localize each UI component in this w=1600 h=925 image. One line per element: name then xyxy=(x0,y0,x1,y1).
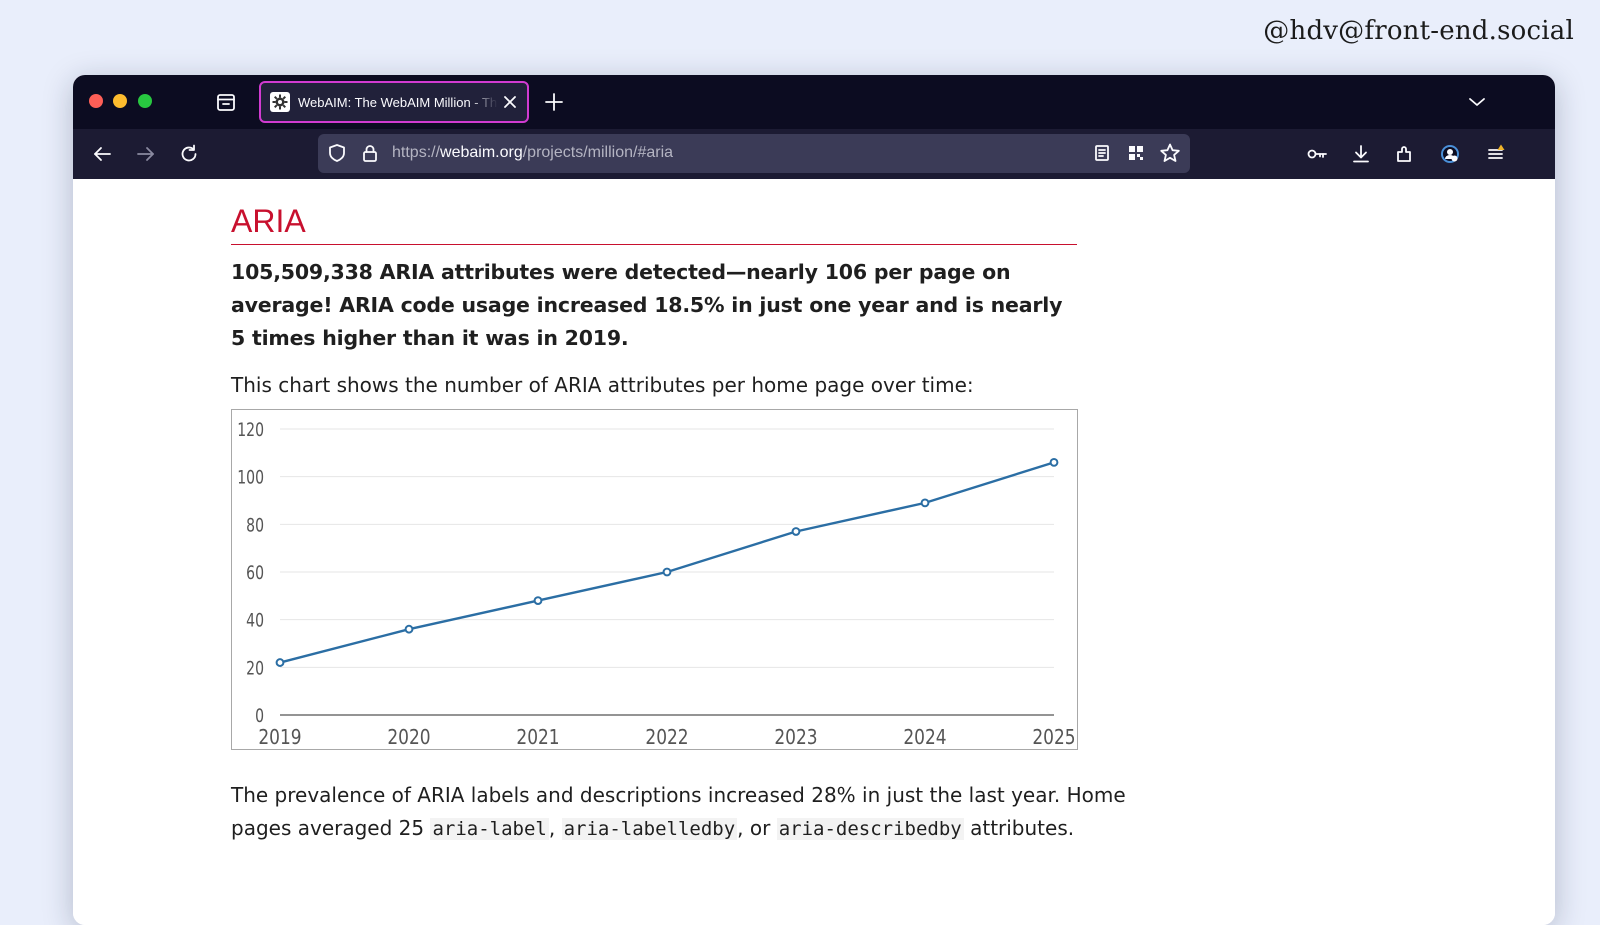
y-tick-label: 120 xyxy=(237,420,264,442)
close-window-button[interactable] xyxy=(89,94,103,108)
aria-line-chart: 0 20 40 60 80 100 120 2019 2020 2021 2022 2023 2024 2… xyxy=(231,409,1078,750)
y-tick-label: 0 xyxy=(255,706,264,728)
webaim-favicon-icon xyxy=(270,92,290,112)
active-tab[interactable]: WebAIM: The WebAIM Million - The 2025 re… xyxy=(259,81,529,123)
maximize-window-button[interactable] xyxy=(138,94,152,108)
y-tick-label: 40 xyxy=(246,610,264,632)
url-path: /projects/million/#aria xyxy=(522,144,674,161)
browser-window: WebAIM: The WebAIM Million - The 2025 re… xyxy=(73,75,1555,925)
reader-view-icon[interactable] xyxy=(1091,142,1113,164)
code-aria-label: aria-label xyxy=(430,818,549,840)
key-icon[interactable] xyxy=(1305,142,1329,166)
title-bar: WebAIM: The WebAIM Million - The 2025 re… xyxy=(73,75,1555,129)
download-icon[interactable] xyxy=(1349,142,1373,166)
para-separator: , xyxy=(548,816,562,840)
data-point xyxy=(791,527,801,536)
code-aria-labelledby: aria-labelledby xyxy=(561,818,738,840)
data-point xyxy=(1049,457,1059,467)
tab-list-icon[interactable] xyxy=(1467,92,1487,112)
data-point xyxy=(662,567,672,577)
x-tick-label: 2019 xyxy=(258,727,301,749)
data-point xyxy=(533,596,543,606)
series-line xyxy=(279,461,1055,664)
chart-svg: 0 20 40 60 80 100 120 2019 2020 2021 2022 2023 2024 2… xyxy=(237,420,1075,749)
extensions-icon[interactable] xyxy=(1393,142,1417,166)
x-tick-label: 2020 xyxy=(387,727,430,749)
account-icon[interactable] xyxy=(1438,142,1462,166)
reload-icon[interactable] xyxy=(177,142,201,166)
lead-paragraph: 105,509,338 ARIA attributes were detecte… xyxy=(231,260,1063,350)
navigation-toolbar: https://webaim.org/projects/million/#ari… xyxy=(73,129,1555,179)
social-handle: @hdv@front-end.social xyxy=(1263,16,1574,46)
address-bar[interactable]: https://webaim.org/projects/million/#ari… xyxy=(318,134,1190,173)
x-tick-label: 2023 xyxy=(774,727,817,749)
para-text-end: attributes. xyxy=(963,816,1075,840)
url-text[interactable]: https://webaim.org/projects/million/#ari… xyxy=(392,144,673,162)
data-point xyxy=(404,624,414,634)
para-text-start: The prevalence of ARIA labels and descri… xyxy=(231,783,1126,840)
tab-manager-icon[interactable] xyxy=(214,90,238,114)
data-point xyxy=(275,658,285,667)
code-aria-describedby: aria-describedby xyxy=(776,818,964,840)
data-point xyxy=(920,498,930,508)
x-tick-label: 2022 xyxy=(645,727,688,749)
page-content: ARIA 105,509,338 ARIA attributes were de… xyxy=(73,179,1555,925)
minimize-window-button[interactable] xyxy=(113,94,127,108)
x-tick-label: 2024 xyxy=(903,727,946,749)
y-tick-label: 60 xyxy=(246,563,264,585)
shield-icon[interactable] xyxy=(326,142,348,164)
labels-paragraph: The prevalence of ARIA labels and descri… xyxy=(231,779,1131,846)
y-tick-label: 20 xyxy=(246,658,264,680)
forward-icon[interactable] xyxy=(134,142,158,166)
y-tick-label: 80 xyxy=(246,515,264,537)
lock-icon[interactable] xyxy=(359,142,381,164)
chart-intro: This chart shows the number of ARIA attr… xyxy=(231,373,974,397)
tab-title: WebAIM: The WebAIM Million - The 2025 re… xyxy=(298,94,498,110)
new-tab-icon[interactable] xyxy=(543,91,565,113)
back-icon[interactable] xyxy=(90,142,114,166)
url-scheme: https:// xyxy=(392,144,441,161)
para-separator: , or xyxy=(737,816,777,840)
y-tick-label: 100 xyxy=(237,467,264,489)
x-tick-label: 2025 xyxy=(1032,727,1075,749)
close-tab-icon[interactable] xyxy=(501,93,519,111)
menu-icon[interactable] xyxy=(1484,142,1508,166)
bookmark-star-icon[interactable] xyxy=(1159,142,1181,164)
url-domain: webaim.org xyxy=(440,144,523,161)
x-tick-label: 2021 xyxy=(516,727,559,749)
section-heading: ARIA xyxy=(231,203,1077,245)
qr-code-icon[interactable] xyxy=(1125,142,1147,164)
